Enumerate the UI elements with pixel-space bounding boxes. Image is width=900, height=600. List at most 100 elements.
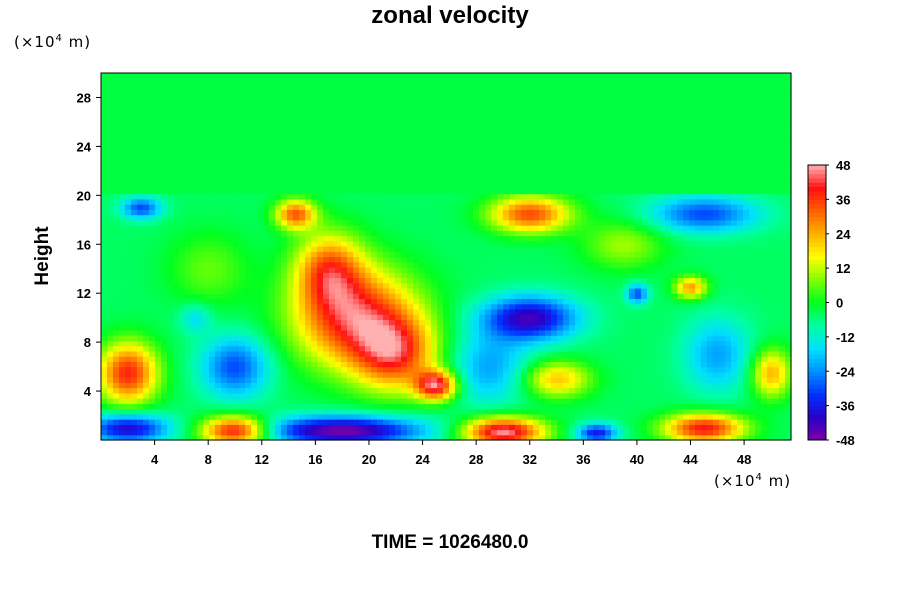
field-cell: [167, 382, 174, 389]
field-cell: [323, 377, 330, 383]
field-cell: [713, 266, 720, 273]
field-cell: [335, 256, 342, 263]
field-cell: [677, 277, 684, 284]
field-cell: [467, 329, 474, 336]
field-cell: [305, 335, 312, 341]
field-cell: [299, 219, 306, 226]
field-cell: [413, 261, 420, 268]
field-cell: [605, 366, 612, 373]
field-cell: [263, 319, 270, 326]
field-cell: [509, 314, 516, 321]
field-cell: [137, 434, 144, 441]
field-cell: [611, 235, 618, 242]
field-cell: [611, 434, 618, 441]
field-cell: [341, 298, 348, 305]
field-cell: [551, 413, 558, 420]
field-cell: [263, 329, 270, 336]
field-cell: [515, 371, 522, 378]
field-cell: [275, 377, 282, 383]
field-cell: [221, 298, 228, 305]
field-cell: [671, 303, 678, 310]
field-cell: [125, 329, 132, 336]
field-cell: [317, 419, 324, 425]
field-cell: [743, 382, 750, 389]
field-cell: [419, 387, 426, 394]
field-cell: [473, 287, 480, 294]
field-cell: [719, 298, 726, 305]
field-cell: [107, 230, 114, 237]
field-cell: [353, 434, 360, 441]
field-cell: [113, 329, 120, 336]
field-cell: [743, 366, 750, 373]
field-cell: [155, 303, 162, 310]
field-cell: [557, 251, 564, 258]
field-cell: [275, 277, 282, 284]
field-cell: [335, 219, 342, 226]
field-cell: [725, 293, 732, 300]
field-cell: [629, 345, 636, 352]
field-cell: [491, 230, 498, 237]
field-cell: [515, 408, 522, 415]
field-cell: [545, 329, 552, 336]
field-cell: [527, 324, 534, 331]
field-cell: [755, 392, 762, 399]
field-cell: [485, 314, 492, 321]
field-cell: [413, 287, 420, 294]
field-cell: [743, 350, 750, 357]
field-cell: [377, 308, 384, 315]
field-cell: [209, 235, 216, 242]
field-cell: [191, 424, 198, 431]
field-cell: [119, 340, 126, 347]
field-cell: [629, 335, 636, 341]
field-cell: [659, 230, 666, 237]
field-cell: [515, 246, 522, 252]
field-cell: [155, 419, 162, 425]
field-cell: [215, 356, 222, 362]
field-cell: [497, 398, 504, 404]
field-cell: [275, 230, 282, 237]
field-cell: [713, 225, 720, 231]
field-cell: [785, 261, 792, 268]
field-cell: [587, 382, 594, 389]
field-cell: [413, 398, 420, 404]
field-cell: [725, 408, 732, 415]
field-cell: [659, 408, 666, 415]
field-cell: [581, 251, 588, 258]
field-cell: [335, 408, 342, 415]
field-cell: [155, 277, 162, 284]
field-cell: [341, 219, 348, 226]
field-cell: [617, 371, 624, 378]
field-cell: [353, 335, 360, 341]
field-cell: [257, 287, 264, 294]
field-cell: [221, 419, 228, 425]
field-cell: [665, 277, 672, 284]
field-cell: [293, 214, 300, 221]
field-cell: [149, 272, 156, 279]
field-cell: [281, 266, 288, 273]
field-cell: [227, 335, 234, 341]
field-cell: [647, 272, 654, 279]
field-cell: [227, 392, 234, 399]
field-cell: [725, 287, 732, 294]
field-cell: [671, 293, 678, 300]
field-cell: [419, 298, 426, 305]
field-cell: [251, 398, 258, 404]
field-cell: [197, 429, 204, 436]
field-cell: [731, 429, 738, 436]
field-cell: [203, 282, 210, 289]
field-cell: [167, 335, 174, 341]
field-cell: [425, 371, 432, 378]
field-cell: [359, 225, 366, 231]
field-cell: [365, 319, 372, 326]
field-cell: [761, 319, 768, 326]
field-cell: [695, 240, 702, 247]
field-cell: [761, 329, 768, 336]
field-cell: [731, 387, 738, 394]
field-cell: [617, 340, 624, 347]
field-cell: [533, 293, 540, 300]
field-cell: [431, 413, 438, 420]
field-cell: [305, 356, 312, 362]
field-cell: [539, 366, 546, 373]
field-cell: [281, 308, 288, 315]
field-cell: [149, 419, 156, 425]
